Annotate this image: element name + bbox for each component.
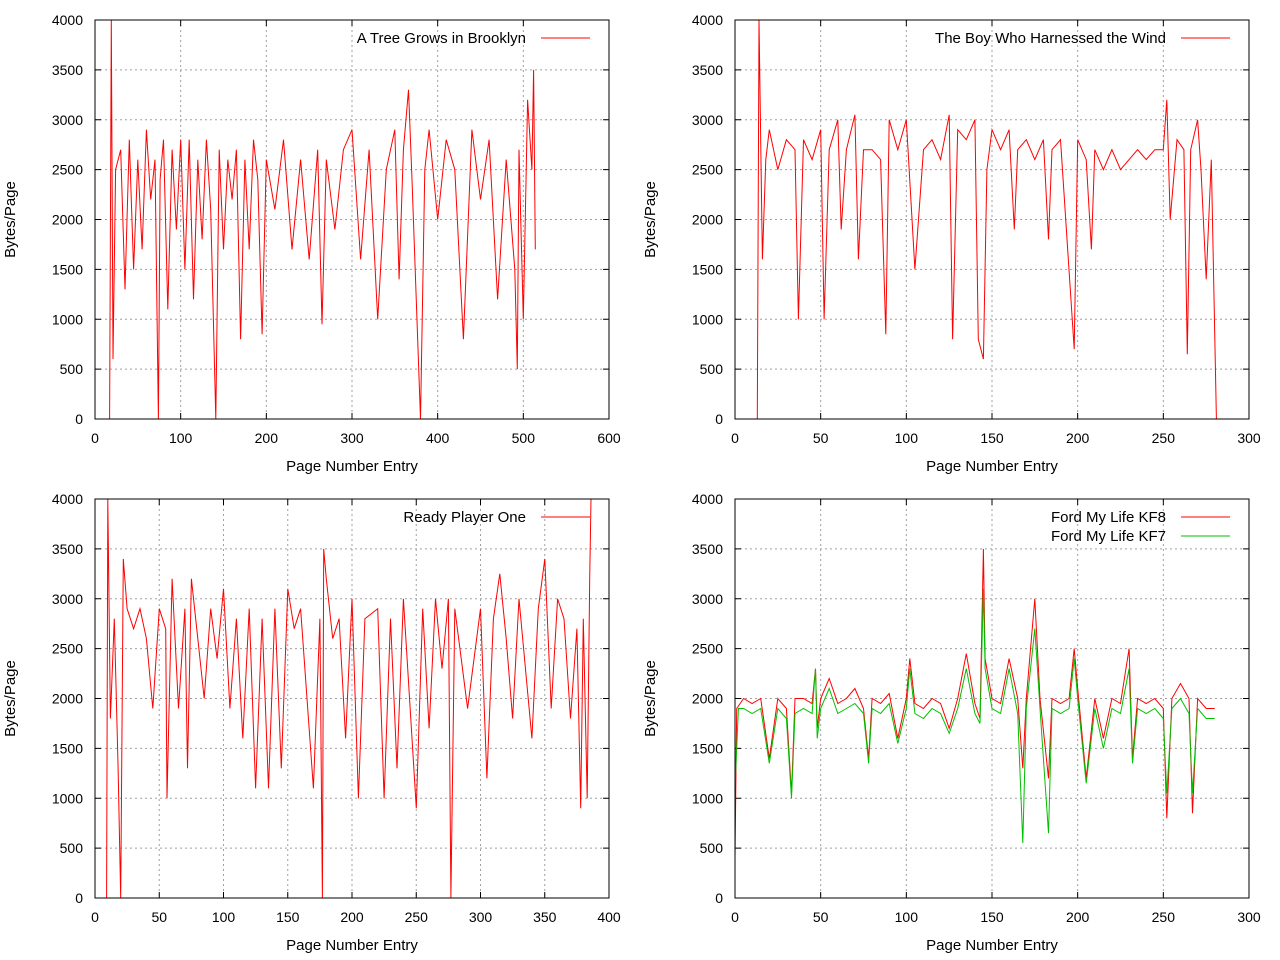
- y-tick-label: 2500: [52, 641, 83, 657]
- y-tick-label: 0: [75, 411, 83, 427]
- y-tick-label: 1000: [692, 311, 723, 327]
- x-tick-label: 100: [169, 430, 193, 446]
- series-line-1: [735, 548, 1215, 859]
- x-tick-label: 600: [597, 430, 621, 446]
- series-line-1: [106, 499, 592, 898]
- x-tick-label: 300: [1237, 909, 1261, 925]
- x-axis-label: Page Number Entry: [926, 458, 1058, 475]
- plot-frame: [734, 498, 1250, 899]
- y-tick-label: 0: [715, 411, 723, 427]
- series-line-2: [735, 588, 1215, 844]
- y-tick-label: 4000: [52, 12, 83, 28]
- y-tick-label: 500: [700, 361, 724, 377]
- x-tick-label: 100: [895, 430, 919, 446]
- x-tick-label: 100: [895, 909, 919, 925]
- x-tick-label: 250: [1152, 909, 1176, 925]
- legend-label: Ford My Life KF8: [1051, 509, 1166, 526]
- y-tick-label: 2000: [52, 691, 83, 707]
- y-tick-label: 3000: [692, 591, 723, 607]
- x-tick-label: 0: [91, 909, 99, 925]
- y-tick-label: 3500: [52, 62, 83, 78]
- y-tick-label: 1500: [692, 261, 723, 277]
- legend-label: Ford My Life KF7: [1051, 528, 1166, 545]
- y-tick-label: 2000: [692, 691, 723, 707]
- x-tick-label: 200: [1066, 430, 1090, 446]
- y-axis-label: Bytes/Page: [2, 660, 19, 737]
- x-tick-label: 400: [597, 909, 621, 925]
- y-tick-label: 4000: [52, 491, 83, 507]
- y-tick-label: 500: [700, 840, 724, 856]
- y-tick-label: 2500: [692, 162, 723, 178]
- y-tick-label: 2000: [52, 212, 83, 228]
- plot-frame: [734, 19, 1250, 420]
- x-axis-label: Page Number Entry: [286, 458, 418, 475]
- y-tick-label: 500: [60, 840, 84, 856]
- x-tick-label: 250: [405, 909, 429, 925]
- y-tick-label: 500: [60, 361, 84, 377]
- subplot-3: 0 500 1000 1500 2000 2500 3000 3500 4000 0 50 100 15…: [2, 491, 621, 954]
- subplot-2: 0 500 1000 1500 2000 2500 3000 3500 4000 0 50 100 15…: [642, 12, 1261, 475]
- x-tick-label: 100: [212, 909, 236, 925]
- y-tick-label: 1000: [52, 311, 83, 327]
- subplot-1: 0 500 1000 1500 2000 2500 3000 3500 4000 0 100 200 3…: [2, 12, 621, 475]
- y-tick-label: 1000: [692, 790, 723, 806]
- x-tick-label: 400: [426, 430, 450, 446]
- y-tick-label: 2500: [52, 162, 83, 178]
- y-tick-label: 2500: [692, 641, 723, 657]
- subplot-4: 0 500 1000 1500 2000 2500 3000 3500 4000 0 50 100 15…: [642, 491, 1261, 954]
- y-tick-label: 2000: [692, 212, 723, 228]
- legend-label: A Tree Grows in Brooklyn: [357, 30, 526, 47]
- x-tick-label: 500: [512, 430, 536, 446]
- y-tick-label: 4000: [692, 491, 723, 507]
- x-tick-label: 300: [340, 430, 364, 446]
- y-axis-label: Bytes/Page: [642, 660, 659, 737]
- y-tick-label: 3000: [52, 112, 83, 128]
- y-axis-label: Bytes/Page: [2, 181, 19, 258]
- y-tick-label: 1500: [692, 740, 723, 756]
- legend-label: Ready Player One: [403, 509, 526, 526]
- x-tick-label: 200: [1066, 909, 1090, 925]
- x-tick-label: 250: [1152, 430, 1176, 446]
- x-tick-label: 300: [1237, 430, 1261, 446]
- x-tick-label: 50: [151, 909, 167, 925]
- x-tick-label: 0: [91, 430, 99, 446]
- series-line-1: [109, 20, 536, 419]
- plot-frame: [94, 19, 610, 420]
- y-tick-label: 0: [715, 890, 723, 906]
- x-axis-label: Page Number Entry: [926, 937, 1058, 954]
- y-tick-label: 1000: [52, 790, 83, 806]
- x-tick-label: 200: [255, 430, 279, 446]
- y-tick-label: 3500: [52, 541, 83, 557]
- x-tick-label: 150: [276, 909, 300, 925]
- y-tick-label: 1500: [52, 740, 83, 756]
- series-line-1: [756, 20, 1217, 419]
- legend-label: The Boy Who Harnessed the Wind: [935, 30, 1166, 47]
- x-tick-label: 0: [731, 430, 739, 446]
- y-tick-label: 0: [75, 890, 83, 906]
- y-tick-label: 3000: [52, 591, 83, 607]
- y-tick-label: 3500: [692, 62, 723, 78]
- x-tick-label: 150: [980, 430, 1004, 446]
- plot-frame: [94, 498, 610, 899]
- x-tick-label: 50: [813, 430, 829, 446]
- y-tick-label: 4000: [692, 12, 723, 28]
- y-tick-label: 1500: [52, 261, 83, 277]
- x-tick-label: 150: [980, 909, 1004, 925]
- x-tick-label: 0: [731, 909, 739, 925]
- x-tick-label: 350: [533, 909, 557, 925]
- y-axis-label: Bytes/Page: [642, 181, 659, 258]
- x-tick-label: 50: [813, 909, 829, 925]
- x-tick-label: 300: [469, 909, 493, 925]
- x-tick-label: 200: [340, 909, 364, 925]
- y-tick-label: 3000: [692, 112, 723, 128]
- x-axis-label: Page Number Entry: [286, 937, 418, 954]
- y-tick-label: 3500: [692, 541, 723, 557]
